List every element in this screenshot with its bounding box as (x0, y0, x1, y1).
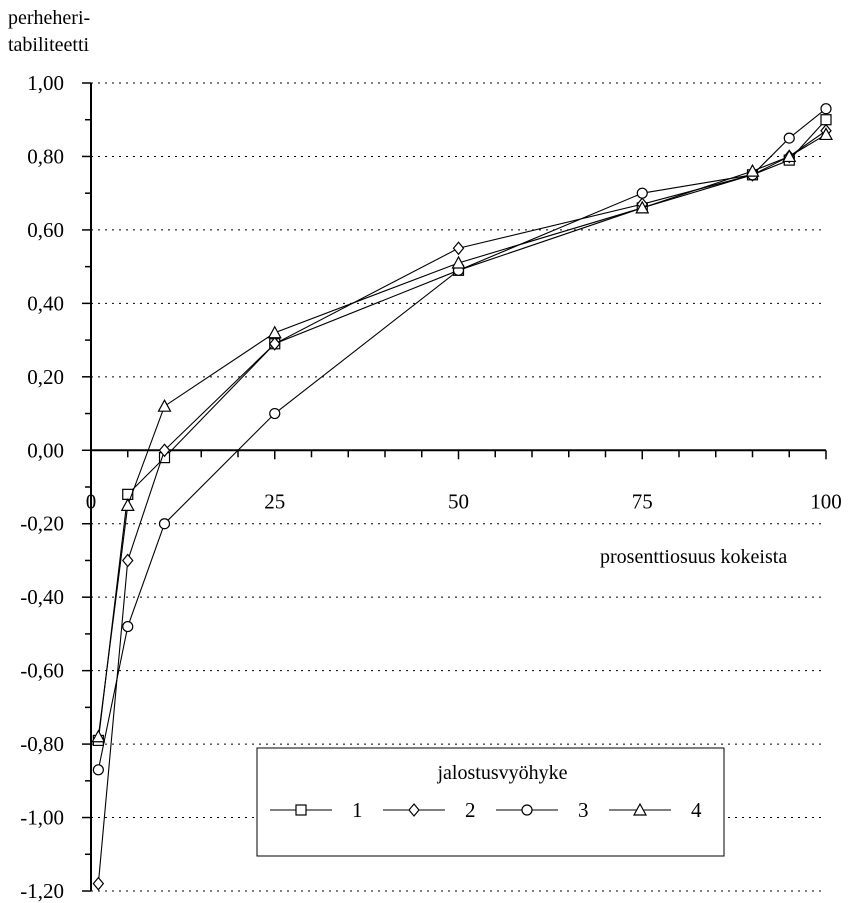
legend-square-marker (295, 804, 307, 816)
legend-label: 3 (578, 798, 589, 822)
x-tick-labels: 0 25 50 75 100 (86, 489, 842, 513)
legend-triangle-marker (632, 802, 648, 816)
data-point-triangle-marker (267, 325, 282, 339)
legend-diamond-marker (408, 803, 420, 817)
data-point-diamond-marker (92, 876, 105, 891)
y-tick-label: 0,60 (27, 218, 64, 242)
data-point-diamond-marker (452, 241, 465, 256)
legend-box (256, 747, 725, 857)
y-tick-label: -0,20 (20, 512, 64, 536)
series-3 (92, 103, 832, 776)
data-point-triangle-marker (91, 729, 106, 743)
series-line-1 (97, 119, 827, 741)
legend-entry-1: 1 (270, 798, 363, 822)
data-point-circle-marker (820, 103, 832, 115)
data-point-circle-marker (122, 620, 134, 633)
legend-entry-2: 2 (383, 798, 476, 822)
legend-title: jalostusvyöhyke (437, 762, 568, 784)
legend-entry-4: 4 (609, 798, 702, 822)
data-point-triangle-marker (818, 127, 834, 141)
y-axis-label-line: perheheri- (8, 7, 90, 29)
y-tick-label: 1,00 (27, 71, 64, 95)
legend: jalostusvyöhyke 1 2 3 4 (256, 747, 725, 857)
legend-circle-marker (521, 804, 533, 816)
x-axis-label: prosenttiosuus kokeista (600, 546, 787, 568)
x-tick-label: 75 (632, 489, 653, 513)
x-tick-label: 0 (86, 489, 97, 513)
y-axis-label: perheheri-tabiliteetti (8, 7, 90, 56)
y-tick-label: 0,80 (27, 144, 64, 168)
data-point-triangle-marker (745, 163, 760, 177)
y-tick-label: 0,40 (27, 291, 64, 315)
y-axis-label-line: tabiliteetti (8, 34, 90, 56)
data-point-square-marker (820, 114, 832, 126)
y-tick-label: 0,00 (27, 438, 64, 462)
data-point-circle-marker (92, 764, 104, 776)
x-tick-label: 50 (448, 489, 469, 513)
data-point-triangle-marker (157, 398, 172, 412)
y-tick-label: -0,40 (20, 585, 64, 609)
x-tick-label: 25 (264, 489, 285, 513)
legend-label: 1 (352, 798, 363, 822)
legend-entry-3: 3 (496, 798, 589, 822)
axes (90, 83, 826, 891)
data-point-circle-marker (636, 187, 648, 199)
legend-label: 4 (691, 798, 702, 822)
y-tick-label: -0,80 (20, 732, 64, 756)
data-point-triangle-marker (635, 200, 650, 214)
y-tick-label: 0,20 (27, 365, 64, 389)
data-point-circle-marker (269, 407, 281, 420)
data-point-diamond-marker (121, 553, 134, 568)
data-point-circle-marker (783, 132, 795, 144)
legend-label: 2 (465, 798, 476, 822)
series (91, 103, 834, 891)
series-line-4 (97, 133, 827, 737)
y-tick-label: -1,20 (20, 879, 64, 903)
y-tick-labels: 1,00 0,80 0,60 0,40 0,20 0,00 -0,20 -0,40 -0,60 -… (20, 71, 64, 903)
data-point-triangle-marker (451, 255, 466, 269)
data-point-diamond-marker (268, 336, 281, 351)
y-tick-label: -1,00 (20, 806, 64, 830)
series-1 (92, 114, 832, 747)
data-point-triangle-marker (120, 498, 135, 511)
data-point-diamond-marker (158, 443, 171, 458)
x-tick-label: 100 (810, 489, 842, 513)
data-point-circle-marker (158, 518, 171, 530)
data-point-triangle-marker (782, 149, 797, 163)
y-tick-label: -0,60 (20, 659, 64, 683)
series-4 (91, 127, 834, 743)
